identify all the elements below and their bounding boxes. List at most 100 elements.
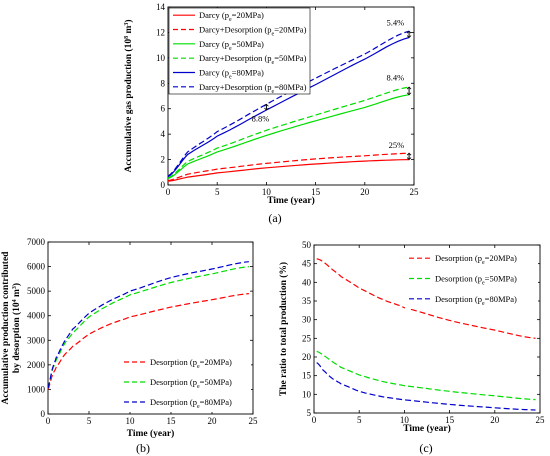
legend-label: Darcy (pe=20MPa): [199, 10, 264, 23]
y-tick-label: 0: [41, 409, 46, 419]
y-tick-label: 1000: [27, 384, 46, 394]
y-tick-label: 3000: [27, 335, 46, 345]
legend-label: Desorption (pe=20MPa): [435, 253, 517, 266]
panel-label: (b): [136, 441, 150, 455]
y-tick-label: 40: [302, 277, 312, 287]
x-tick-label: 0: [46, 416, 51, 426]
y-tick-label: 10: [302, 389, 312, 399]
x-tick-label: 20: [490, 415, 500, 425]
gap-arrow-head: [406, 35, 412, 39]
plot-frame: [313, 244, 541, 414]
y-tick-label: 0: [161, 180, 166, 190]
x-tick-label: 10: [400, 415, 410, 425]
gap-arrow-head: [406, 86, 412, 90]
y-tick-label: 30: [302, 315, 312, 325]
y-axis-label: The ratio to total production (%): [278, 262, 289, 396]
plot-frame: [167, 6, 415, 186]
series-line-6: [167, 30, 410, 177]
y-tick-label: 12: [156, 27, 165, 37]
x-tick-label: 25: [249, 416, 259, 426]
x-tick-label: 0: [166, 187, 171, 197]
y-tick-label: 4: [161, 129, 166, 139]
y-tick-label: 2000: [27, 360, 46, 370]
series-line-1: [316, 258, 536, 339]
x-tick-label: 25: [536, 415, 546, 425]
y-tick-label: 14: [156, 2, 166, 12]
legend-label: Desorption (pe=50MPa): [435, 274, 517, 287]
x-tick-label: 10: [126, 416, 136, 426]
x-tick-label: 5: [215, 187, 220, 197]
y-axis-label: Accumulative gas production (108 m3): [123, 19, 134, 172]
annotation-label: 25%: [389, 140, 405, 150]
x-tick-label: 5: [357, 415, 362, 425]
x-axis-label: Time (year): [267, 195, 315, 206]
panel-label: (a): [268, 211, 281, 225]
y-tick-label: 6: [161, 104, 166, 114]
x-axis-label: Time (year): [403, 423, 451, 434]
x-tick-label: 15: [445, 415, 455, 425]
x-tick-label: 25: [410, 187, 420, 197]
gap-arrow-head: [406, 92, 412, 96]
gap-arrow-head: [264, 103, 269, 107]
chart-panel-b: 0 5 10 15 20 25 0 1000 2000 3000 4000 5000 6000 7000 T…: [1, 237, 258, 455]
annotation-label: 8.8%: [252, 113, 270, 123]
legend: Darcy (pe=20MPa) Darcy+Desorption (pe=20M…: [168, 7, 311, 95]
legend-box: [168, 7, 311, 95]
legend-label: Desorption (pe=80MPa): [435, 294, 517, 307]
legend-label: Darcy (pe=50MPa): [199, 39, 264, 52]
series-line-1: [167, 159, 410, 182]
gap-arrow-head: [406, 152, 412, 156]
chart-panel-a: 0 5 10 15 20 25 0 2 4 6 8 10 12 14 Time (year) Accumula…: [123, 2, 419, 225]
y-axis-label-line2: by desorption (104 m3): [11, 283, 22, 373]
series-line-2: [316, 350, 536, 401]
series-line-2: [47, 266, 249, 389]
y-tick-label: 25: [302, 333, 312, 343]
legend-label: Darcy+Desorption (pe=80MPa): [199, 82, 307, 95]
series-line-1: [47, 293, 249, 390]
y-axis-label: Accumulative production contributed: [1, 251, 11, 405]
legend-label: Desorption (pe=20MPa): [150, 357, 232, 370]
x-tick-label: 15: [167, 416, 177, 426]
gap-arrow-head: [406, 30, 412, 34]
plot-frame: [47, 241, 254, 415]
x-tick-label: 15: [311, 187, 321, 197]
y-tick-label: 6000: [27, 262, 46, 272]
legend-label: Desorption (pe=80MPa): [150, 397, 232, 410]
y-tick-label: 50: [302, 240, 312, 250]
series-line-3: [316, 362, 536, 411]
y-tick-label: 5: [307, 408, 312, 418]
y-tick-label: 2: [161, 155, 166, 165]
gap-arrow-head: [264, 107, 269, 111]
x-tick-label: 5: [87, 416, 92, 426]
y-tick-label: 35: [302, 296, 312, 306]
x-axis-label: Time (year): [127, 428, 175, 439]
series-line-2: [167, 152, 410, 182]
y-tick-label: 8: [161, 78, 166, 88]
x-tick-label: 10: [262, 187, 272, 197]
legend-label: Darcy (pe=80MPa): [199, 68, 264, 81]
series-line-3: [167, 94, 410, 180]
y-tick-label: 7000: [27, 237, 46, 247]
x-tick-label: 20: [208, 416, 218, 426]
series-line-4: [167, 86, 410, 179]
y-tick-label: 5000: [27, 286, 46, 296]
gap-arrow-head: [406, 157, 412, 161]
y-tick-label: 20: [302, 352, 312, 362]
panel-label: (c): [419, 441, 432, 455]
x-tick-label: 0: [312, 415, 317, 425]
legend-label: Darcy+Desorption (pe=50MPa): [199, 53, 307, 66]
annotation-label: 8.4%: [386, 73, 404, 83]
y-tick-label: 45: [302, 259, 312, 269]
y-tick-label: 15: [302, 371, 312, 381]
legend-label: Darcy+Desorption (pe=20MPa): [199, 25, 307, 38]
x-tick-label: 20: [360, 187, 370, 197]
annotation-label: 5.4%: [386, 17, 404, 27]
legend: Desorption (pe=20MPa) Desorption (pe=50MP…: [405, 248, 538, 309]
y-tick-label: 10: [156, 53, 166, 63]
legend: Desorption (pe=20MPa) Desorption (pe=50MP…: [120, 352, 251, 412]
y-tick-label: 4000: [27, 311, 46, 321]
series-line-3: [47, 261, 249, 389]
legend-label: Desorption (pe=50MPa): [150, 377, 232, 390]
